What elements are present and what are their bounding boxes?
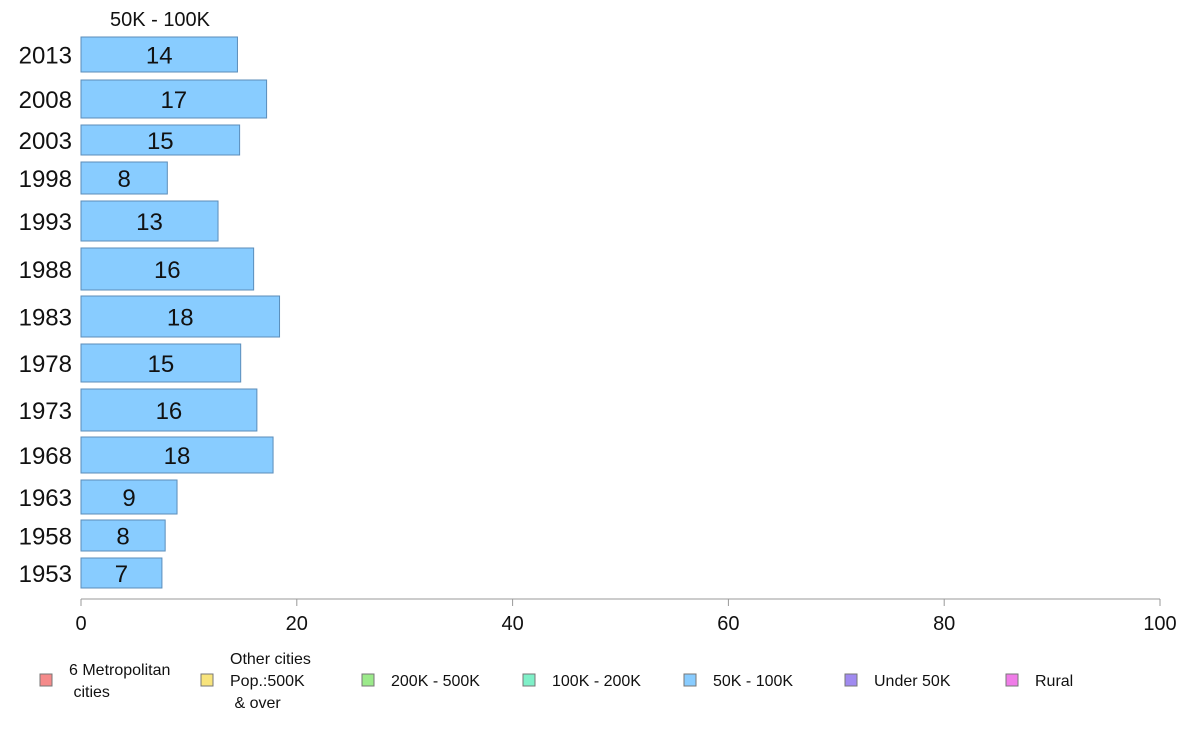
category-label-2003: 2003 [19,128,72,155]
category-label-1983: 1983 [19,305,72,332]
bar-1998 [80,161,168,195]
legend-swatch-4 [683,673,697,687]
legend-item-1: Other cities Pop.:500K & over [200,651,311,712]
category-label-1993: 1993 [19,209,72,236]
value-label-1993: 13 [136,209,163,236]
legend-label-3: 100K - 200K [552,673,641,690]
x-tick-label-100: 100 [1143,613,1176,635]
bar-1968 [80,436,274,474]
legend-item-6: Rural [1005,673,1073,690]
legend-label-5: Under 50K [874,673,951,690]
x-tick-label-0: 0 [75,613,86,635]
legend-label-0: 6 Metropolitan cities [69,662,170,701]
legend-item-0: 6 Metropolitan cities [39,662,170,701]
x-tick-label-40: 40 [501,613,523,635]
legend-swatch-0 [39,673,53,687]
bar-1993 [80,200,219,242]
legend-label-6: Rural [1035,673,1073,690]
chart-title: 50K - 100K [110,9,211,31]
legend-swatch-3 [522,673,536,687]
x-axis: 0 20 40 60 80 100 [75,598,1177,635]
legend: 6 Metropolitan cities Other cities Pop.:50… [39,651,1073,712]
category-label-1953: 1953 [19,561,72,588]
category-label-1963: 1963 [19,485,72,512]
value-label-2008: 17 [160,87,187,114]
bars-group: 2013 14 2008 17 2003 15 1998 8 1993 13 1988 16 1983 1… [19,36,281,589]
bar-1963 [80,479,178,515]
legend-item-3: 100K - 200K [522,673,641,690]
category-label-2013: 2013 [19,43,72,70]
bar-1983 [80,295,281,338]
x-tick-label-20: 20 [286,613,308,635]
category-label-1973: 1973 [19,398,72,425]
legend-label-4: 50K - 100K [713,673,793,690]
legend-label-1: Other cities Pop.:500K & over [230,651,311,712]
value-label-1963: 9 [122,485,135,512]
x-tick-label-60: 60 [717,613,739,635]
bar-1958 [80,519,166,552]
bar-2013 [80,36,238,73]
bar-2008 [80,79,268,119]
bar-1978 [80,343,242,383]
value-label-1953: 7 [115,561,128,588]
value-label-1958: 8 [116,524,129,551]
category-label-1988: 1988 [19,257,72,284]
value-label-1988: 16 [154,257,181,284]
category-label-1958: 1958 [19,524,72,551]
legend-swatch-2 [361,673,375,687]
legend-swatch-1 [200,673,214,687]
x-tick-label-80: 80 [933,613,955,635]
legend-swatch-5 [844,673,858,687]
value-label-2013: 14 [146,43,173,70]
bar-1973 [80,388,258,432]
value-label-1973: 16 [156,398,183,425]
legend-label-2: 200K - 500K [391,673,480,690]
category-label-1998: 1998 [19,166,72,193]
category-label-1978: 1978 [19,351,72,378]
legend-item-4: 50K - 100K [683,673,793,690]
value-label-2003: 15 [147,128,174,155]
legend-swatch-6 [1005,673,1019,687]
bar-1988 [80,247,255,291]
value-label-1978: 15 [147,351,174,378]
legend-item-5: Under 50K [844,673,951,690]
value-label-1983: 18 [167,305,194,332]
legend-item-2: 200K - 500K [361,673,480,690]
bar-1953 [80,557,163,589]
value-label-1998: 8 [117,166,130,193]
value-label-1968: 18 [164,443,191,470]
category-label-1968: 1968 [19,443,72,470]
bar-2003 [80,124,241,156]
category-label-2008: 2008 [19,87,72,114]
